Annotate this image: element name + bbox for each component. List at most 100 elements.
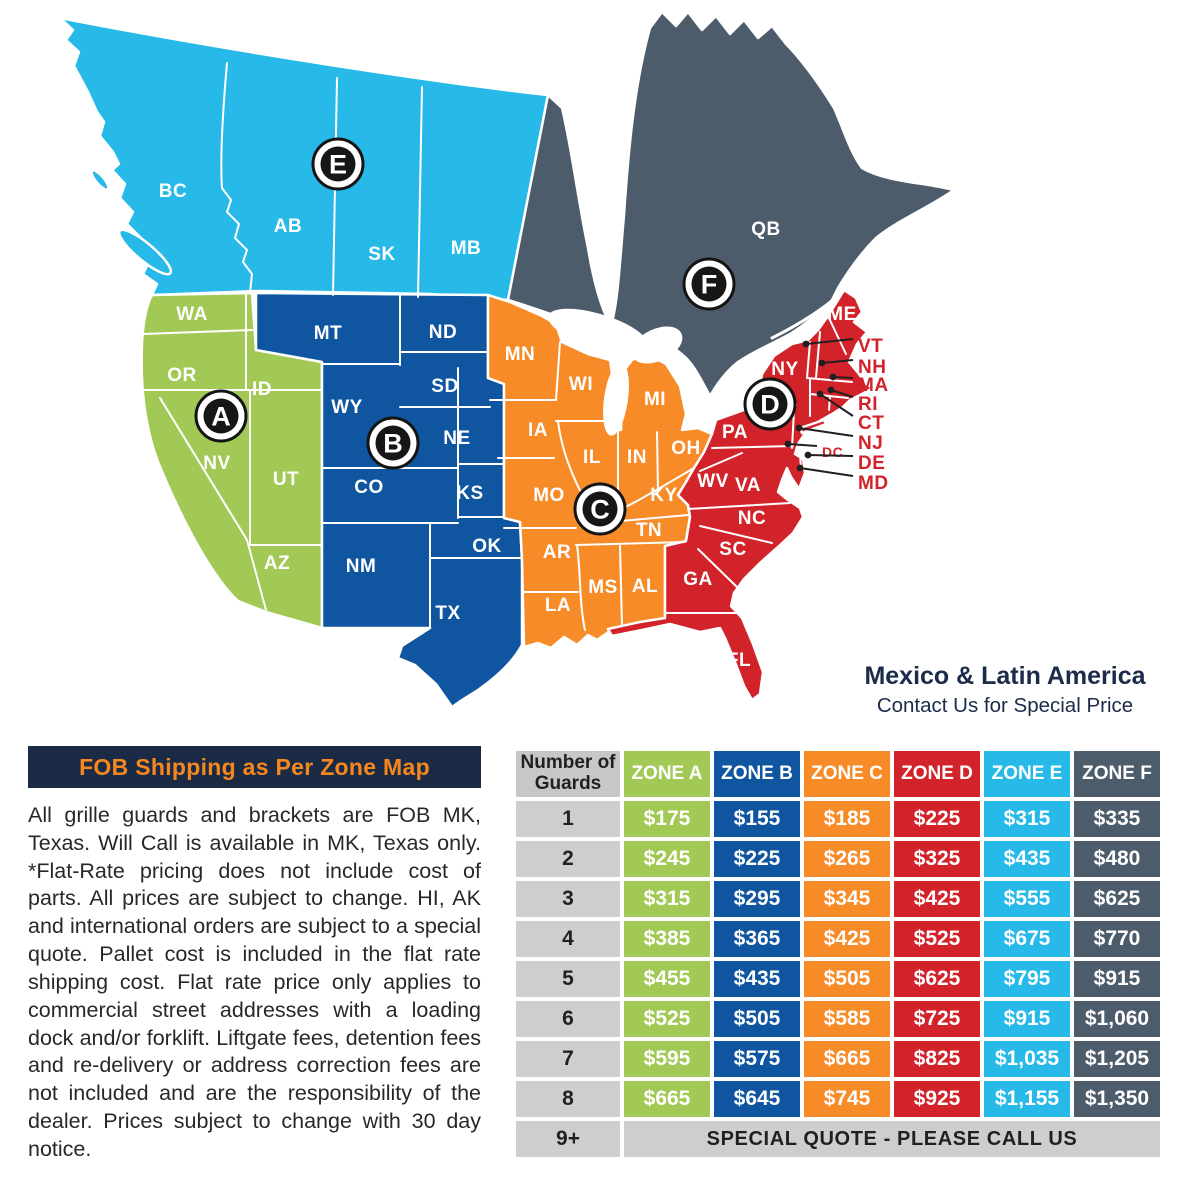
zone-a-column-header: ZONE A — [624, 751, 710, 797]
callout-label-nh: NH — [858, 357, 886, 378]
state-label-az: AZ — [264, 553, 290, 574]
price-cell-zone-e: $915 — [984, 1001, 1070, 1037]
state-label-pa: PA — [722, 422, 748, 443]
price-cell-zone-e: $315 — [984, 801, 1070, 837]
price-cell-zone-c: $345 — [804, 881, 890, 917]
callout-dot-ct — [816, 390, 824, 398]
price-cell-zone-f: $480 — [1074, 841, 1160, 877]
state-label-il: IL — [583, 447, 601, 468]
state-label-mt: MT — [314, 323, 342, 344]
price-cell-zone-a: $525 — [624, 1001, 710, 1037]
state-label-sd: SD — [431, 376, 458, 397]
zone-marker-f: F — [682, 257, 736, 311]
price-cell-zone-e: $555 — [984, 881, 1070, 917]
price-cell-zone-a: $665 — [624, 1081, 710, 1117]
zone-c-borders — [489, 341, 695, 631]
zone-b-column-header: ZONE B — [714, 751, 800, 797]
state-label-on: ON — [589, 256, 619, 277]
price-cell-zone-d: $925 — [894, 1081, 980, 1117]
state-label-or: OR — [167, 365, 197, 386]
price-cell-zone-f: $1,350 — [1074, 1081, 1160, 1117]
zone-marker-b: B — [366, 416, 420, 470]
mexico-title: Mexico & Latin America — [864, 662, 1146, 690]
state-label-va: VA — [735, 475, 761, 496]
state-label-ok: OK — [472, 536, 502, 557]
state-label-mb: MB — [451, 238, 482, 259]
price-cell-zone-a: $595 — [624, 1041, 710, 1077]
price-cell-zone-a: $245 — [624, 841, 710, 877]
price-row-1: 1 $175 $155 $185 $225 $315 $335 — [516, 801, 1160, 837]
state-label-mn: MN — [505, 344, 536, 365]
price-cell-zone-e: $675 — [984, 921, 1070, 957]
state-label-wv: WV — [697, 471, 729, 492]
zone-marker-b-letter: B — [383, 429, 403, 459]
callout-line-ct — [819, 393, 854, 417]
zone-f-region — [506, 10, 956, 398]
state-label-tx: TX — [435, 603, 460, 624]
shipping-price-table: Number of Guards ZONE A ZONE B ZONE C ZONE D… — [512, 747, 1164, 1161]
special-quote-cell: SPECIAL QUOTE - PLEASE CALL US — [624, 1121, 1160, 1157]
state-label-al: AL — [632, 576, 658, 597]
price-cell-zone-f: $770 — [1074, 921, 1160, 957]
price-row-2: 2 $245 $225 $265 $325 $435 $480 — [516, 841, 1160, 877]
price-cell-zone-a: $175 — [624, 801, 710, 837]
price-cell-zone-a: $455 — [624, 961, 710, 997]
price-cell-zone-b: $365 — [714, 921, 800, 957]
state-label-mi: MI — [644, 389, 666, 410]
price-cell-zone-a: $315 — [624, 881, 710, 917]
price-cell-zone-c: $185 — [804, 801, 890, 837]
price-cell-zone-f: $625 — [1074, 881, 1160, 917]
price-cell-zone-d: $625 — [894, 961, 980, 997]
mexico-subtitle: Contact Us for Special Price — [876, 694, 1134, 717]
state-label-tn: TN — [636, 520, 662, 541]
price-cell-zone-d: $525 — [894, 921, 980, 957]
callout-dot-dc — [784, 440, 792, 448]
guards-cell: 7 — [516, 1041, 620, 1077]
callout-label-ri: RI — [858, 394, 878, 415]
zone-f-column-header: ZONE F — [1074, 751, 1160, 797]
callout-line-vt — [805, 338, 854, 345]
lake-erie — [689, 393, 735, 423]
callout-label-dc: DC — [822, 444, 843, 460]
callout-line-de — [807, 454, 854, 457]
price-cell-zone-c: $585 — [804, 1001, 890, 1037]
state-label-bc: BC — [159, 181, 187, 202]
zone-e-column-header: ZONE E — [984, 751, 1070, 797]
zone-marker-e-letter: E — [329, 150, 347, 180]
zone-d-column-header: ZONE D — [894, 751, 980, 797]
zone-marker-b-disc — [375, 425, 411, 461]
zone-marker-e: E — [311, 137, 365, 191]
state-label-ga: GA — [683, 569, 713, 590]
price-cell-zone-d: $325 — [894, 841, 980, 877]
zone-c-column-header: ZONE C — [804, 751, 890, 797]
callout-line-ri — [830, 389, 854, 398]
price-cell-zone-b: $645 — [714, 1081, 800, 1117]
price-cell-zone-b: $225 — [714, 841, 800, 877]
zone-marker-d: D — [743, 377, 797, 431]
price-cell-zone-c: $665 — [804, 1041, 890, 1077]
callout-label-ma: MA — [858, 375, 889, 396]
callout-line-md — [799, 467, 854, 477]
state-label-ca: CA — [154, 498, 182, 519]
zone-marker-c: C — [573, 482, 627, 536]
state-label-nd: ND — [429, 322, 457, 343]
state-label-ks: KS — [456, 483, 483, 504]
price-cell-zone-d: $725 — [894, 1001, 980, 1037]
number-of-guards-header: Number of Guards — [516, 751, 620, 797]
price-cell-zone-b: $435 — [714, 961, 800, 997]
price-cell-zone-b: $505 — [714, 1001, 800, 1037]
state-label-nv: NV — [203, 453, 230, 474]
price-cell-zone-c: $505 — [804, 961, 890, 997]
price-cell-zone-f: $1,205 — [1074, 1041, 1160, 1077]
price-row-5: 5 $455 $435 $505 $625 $795 $915 — [516, 961, 1160, 997]
price-cell-zone-c: $425 — [804, 921, 890, 957]
price-cell-zone-d: $425 — [894, 881, 980, 917]
state-label-fl: FL — [727, 650, 751, 671]
state-label-nc: NC — [738, 508, 766, 529]
price-cell-zone-e: $435 — [984, 841, 1070, 877]
price-cell-zone-e: $1,155 — [984, 1081, 1070, 1117]
state-label-me: ME — [827, 304, 857, 325]
